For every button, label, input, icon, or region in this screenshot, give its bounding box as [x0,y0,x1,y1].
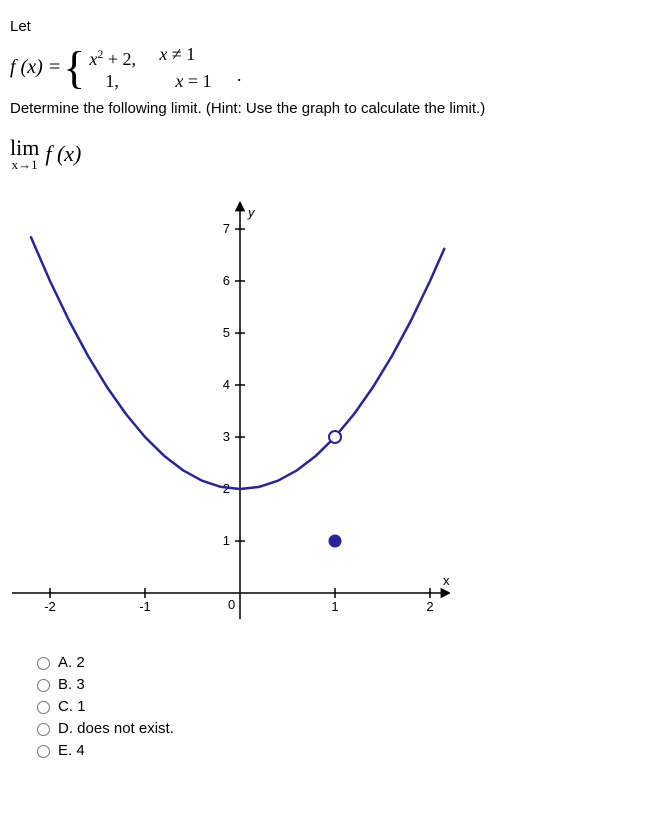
case2-cond: x = 1 [175,70,235,92]
case1-expr: x2 + 2, [89,43,159,70]
radio-d[interactable] [37,723,50,736]
answer-e: E. 4 [58,742,85,759]
answer-c: C. 1 [58,698,86,715]
svg-text:1: 1 [223,533,230,548]
svg-text:y: y [247,205,256,220]
case2-expr: 1, [89,70,175,92]
svg-text:3: 3 [223,429,230,444]
svg-text:x: x [443,573,450,588]
fx-lhs: f (x) = [10,56,61,79]
case1-cond: x ≠ 1 [159,43,219,70]
radio-e[interactable] [37,745,50,758]
answer-b: B. 3 [58,676,85,693]
answer-d: D. does not exist. [58,720,174,737]
svg-text:-1: -1 [139,599,151,614]
svg-text:5: 5 [223,325,230,340]
svg-text:4: 4 [223,377,230,392]
let-text: Let [10,18,658,35]
svg-text:0: 0 [228,597,235,612]
radio-a[interactable] [37,657,50,670]
brace: { [63,49,85,87]
determine-text: Determine the following limit. (Hint: Us… [10,100,658,117]
svg-text:2: 2 [426,599,433,614]
answer-options: A. 2 B. 3 C. 1 D. does not exist. E. 4 [10,651,658,761]
limit-expression: lim x→1 f (x) [10,135,81,173]
svg-text:-2: -2 [44,599,56,614]
radio-c[interactable] [37,701,50,714]
svg-text:6: 6 [223,273,230,288]
piecewise-definition: f (x) = { x2 + 2, x ≠ 1 1, x = 1 . [10,43,242,92]
lim-fn: f (x) [45,141,81,167]
lim-sub: x→1 [10,157,39,173]
answer-a: A. 2 [58,654,85,671]
svg-text:1: 1 [331,599,338,614]
svg-text:7: 7 [223,221,230,236]
graph: -2-10121234567xy [10,193,450,633]
period: . [237,65,242,86]
radio-b[interactable] [37,679,50,692]
